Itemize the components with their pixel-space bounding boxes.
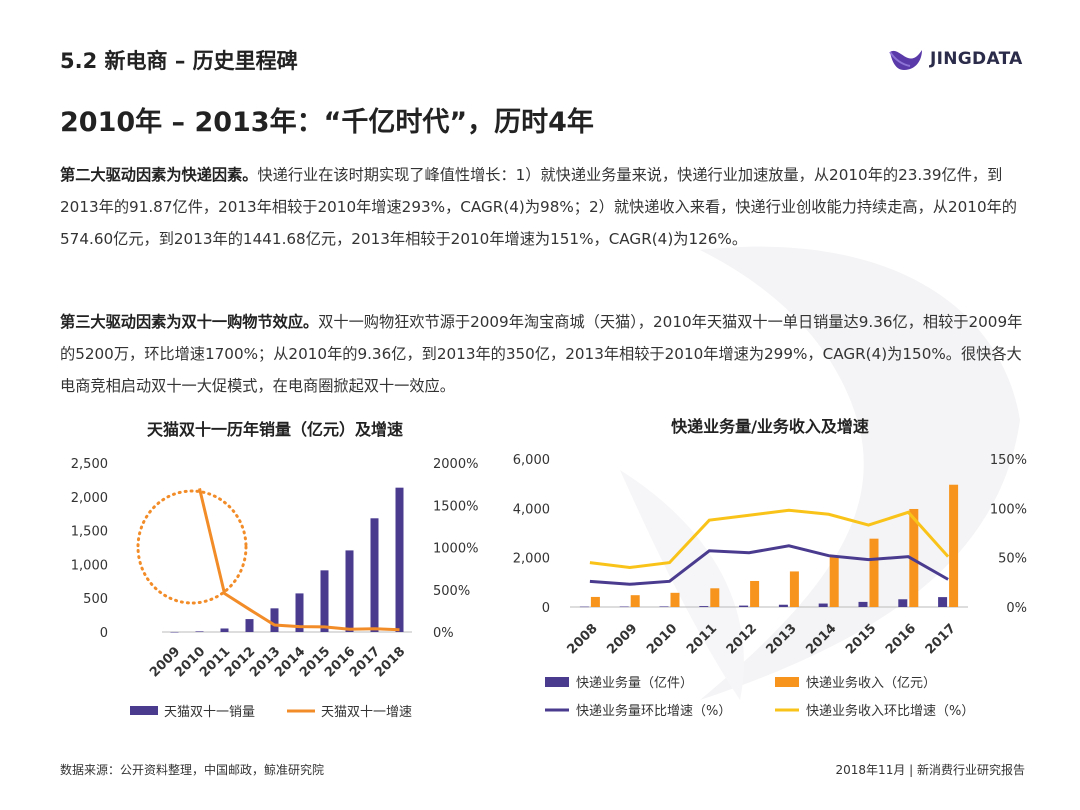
bar-revenue: [670, 592, 680, 607]
whale-logo-icon: [889, 50, 922, 70]
bar-volume: [938, 597, 948, 607]
bar-volume: [898, 599, 908, 607]
x-tick-label: 2014: [803, 621, 839, 657]
legend-swatch-sales: [130, 706, 158, 715]
paragraph-lead: 第三大驱动因素为双十一购物节效应。: [60, 313, 319, 331]
y-right-tick-label: 500%: [433, 584, 470, 599]
legend-label-volume-growth: 快递业务量环比增速（%）: [576, 703, 731, 719]
bar-sales: [345, 550, 354, 632]
y-right-tick-label: 50%: [998, 552, 1027, 567]
paragraph-body: 快递行业在该时期实现了峰值性增长：1）就快递业务量来说，快递行业加速放量，从20…: [60, 166, 1017, 248]
paragraph-express: 第二大驱动因素为快递因素。快递行业在该时期实现了峰值性增长：1）就快递业务量来说…: [60, 159, 1035, 255]
section-title: 5.2 新电商 – 历史里程碑: [60, 49, 298, 73]
y-left-tick-label: 500: [83, 592, 108, 607]
y-left-tick-label: 1,000: [71, 558, 108, 573]
y-left-tick-label: 6,000: [513, 453, 550, 468]
y-right-tick-label: 1500%: [433, 499, 478, 514]
x-tick-label: 2008: [565, 621, 601, 657]
bar-revenue: [789, 571, 799, 607]
bar-revenue: [829, 556, 839, 607]
bar-sales: [220, 628, 229, 632]
y-left-tick-label: 2,500: [71, 457, 108, 472]
y-left-tick-label: 4,000: [513, 502, 550, 517]
bar-sales: [370, 518, 379, 632]
bar-revenue: [630, 595, 640, 607]
bar-volume: [739, 605, 749, 607]
chart-title: 快递业务量/业务收入及增速: [671, 417, 869, 436]
legend-label-revenue: 快递业务收入（亿元）: [806, 675, 936, 691]
bar-revenue: [710, 588, 720, 607]
paragraph-double-eleven: 第三大驱动因素为双十一购物节效应。双十一购物狂欢节源于2009年淘宝商城（天猫）…: [60, 306, 1035, 402]
bar-sales: [320, 570, 329, 632]
y-right-tick-label: 100%: [990, 502, 1027, 517]
y-right-tick-label: 0%: [1006, 601, 1027, 616]
x-tick-label: 2015: [843, 621, 879, 657]
y-left-tick-label: 0: [542, 601, 550, 616]
y-left-tick-label: 0: [100, 626, 108, 641]
bar-volume: [659, 606, 669, 607]
bar-sales: [295, 593, 304, 632]
x-tick-label: 2009: [604, 621, 640, 657]
bar-volume: [818, 603, 828, 607]
data-source-note: 数据来源：公开资料整理，中国邮政，鲸准研究院: [60, 763, 325, 777]
x-tick-label: 2012: [724, 621, 760, 657]
bar-revenue: [869, 538, 879, 607]
y-right-tick-label: 0%: [433, 626, 454, 641]
highlight-circle: [136, 489, 248, 605]
line-revenue-growth: [589, 508, 950, 570]
headline: 2010年 – 2013年：“千亿时代”，历时4年: [60, 107, 594, 138]
x-tick-label: 2011: [684, 621, 720, 657]
legend-swatch-revenue: [775, 677, 799, 687]
x-tick-label: 2013: [764, 621, 800, 657]
bar-volume: [778, 604, 788, 607]
legend-label-growth: 天猫双十一增速: [321, 705, 412, 720]
bar-sales: [195, 631, 204, 632]
bar-sales: [245, 619, 254, 632]
legend-label-volume: 快递业务量（亿件）: [576, 675, 693, 691]
legend-label-revenue-growth: 快递业务收入环比增速（%）: [806, 703, 974, 719]
y-left-tick-label: 1,500: [71, 525, 108, 540]
chart-title: 天猫双十一历年销量（亿元）及增速: [147, 420, 403, 439]
y-right-tick-label: 1000%: [433, 542, 478, 557]
x-tick-label: 2016: [883, 621, 919, 657]
legend-swatch-volume: [545, 677, 569, 687]
line-volume-growth: [589, 544, 949, 586]
bar-sales: [170, 631, 179, 633]
y-right-tick-label: 2000%: [433, 457, 478, 472]
y-left-tick-label: 2,000: [71, 491, 108, 506]
bar-volume: [619, 606, 629, 608]
bar-sales: [395, 487, 404, 632]
y-right-tick-label: 150%: [990, 453, 1027, 468]
paragraph-body: 双十一购物狂欢节源于2009年淘宝商城（天猫），2010年天猫双十一单日销量达9…: [60, 313, 1023, 395]
paragraph-lead: 第二大驱动因素为快递因素。: [60, 166, 258, 184]
jingdata-logo: JINGDATA: [888, 42, 1023, 76]
line-growth: [198, 488, 400, 632]
bar-revenue: [750, 580, 760, 607]
bar-volume: [579, 606, 589, 608]
report-date: 2018年11月 | 新消费行业研究报告: [835, 763, 1025, 777]
logo-text: JINGDATA: [930, 49, 1023, 69]
bar-sales: [270, 608, 279, 632]
bar-volume: [699, 606, 709, 607]
bar-revenue: [949, 484, 959, 607]
bar-revenue: [909, 508, 919, 607]
x-tick-label: 2017: [923, 621, 959, 657]
bar-revenue: [590, 596, 600, 607]
y-left-tick-label: 2,000: [513, 552, 550, 567]
legend-label-sales: 天猫双十一销量: [164, 705, 255, 720]
bar-volume: [858, 601, 868, 607]
x-tick-label: 2010: [644, 621, 680, 657]
